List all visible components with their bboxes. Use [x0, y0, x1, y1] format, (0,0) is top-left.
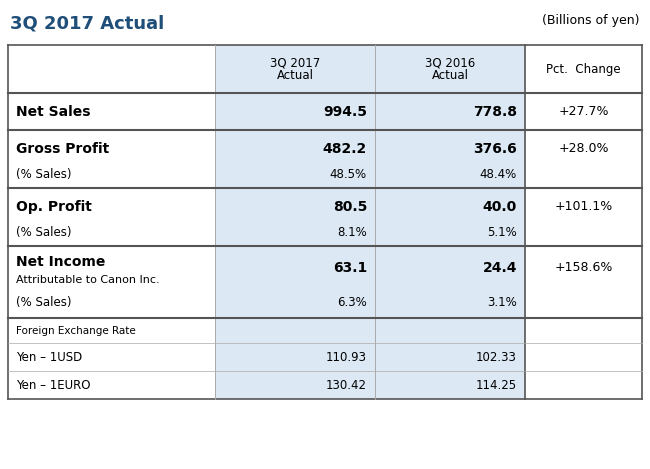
Text: 3Q 2016: 3Q 2016	[425, 56, 475, 69]
Text: Yen – 1EURO: Yen – 1EURO	[16, 378, 90, 392]
Bar	[215, 246, 375, 318]
Text: 80.5: 80.5	[333, 200, 367, 213]
Text: 48.5%: 48.5%	[330, 167, 367, 181]
Bar	[375, 45, 525, 93]
Bar	[215, 343, 375, 371]
Bar	[525, 45, 642, 93]
Text: (Billions of yen): (Billions of yen)	[543, 14, 640, 27]
Text: Attributable to Canon Inc.: Attributable to Canon Inc.	[16, 275, 160, 285]
Bar	[8, 246, 215, 318]
Bar	[525, 188, 642, 246]
Text: Net Sales: Net Sales	[16, 105, 90, 119]
Bar	[8, 130, 215, 188]
Text: 102.33: 102.33	[476, 350, 517, 363]
Text: (% Sales): (% Sales)	[16, 167, 72, 181]
Text: +158.6%: +158.6%	[554, 261, 613, 274]
Text: 3Q 2017 Actual: 3Q 2017 Actual	[10, 14, 164, 32]
Bar	[525, 93, 642, 130]
Bar	[525, 246, 642, 318]
Bar	[375, 318, 525, 343]
Bar	[8, 343, 215, 371]
Text: 994.5: 994.5	[323, 105, 367, 119]
Text: 6.3%: 6.3%	[337, 295, 367, 309]
Text: 8.1%: 8.1%	[337, 226, 367, 239]
Text: Gross Profit: Gross Profit	[16, 142, 109, 156]
Text: 5.1%: 5.1%	[488, 226, 517, 239]
Text: Actual: Actual	[432, 68, 469, 82]
Bar	[215, 93, 375, 130]
Text: 130.42: 130.42	[326, 378, 367, 392]
Bar	[525, 130, 642, 188]
Text: +101.1%: +101.1%	[554, 200, 612, 213]
Text: 376.6: 376.6	[473, 142, 517, 156]
Bar	[525, 371, 642, 399]
Bar	[375, 371, 525, 399]
Bar	[525, 343, 642, 371]
Text: 40.0: 40.0	[483, 200, 517, 213]
Bar	[8, 318, 215, 343]
Text: 63.1: 63.1	[333, 261, 367, 275]
Bar	[8, 45, 215, 93]
Text: Actual: Actual	[276, 68, 313, 82]
Text: +27.7%: +27.7%	[558, 105, 609, 118]
Bar	[375, 130, 525, 188]
Bar	[375, 246, 525, 318]
Text: 114.25: 114.25	[476, 378, 517, 392]
Text: 778.8: 778.8	[473, 105, 517, 119]
Bar	[215, 318, 375, 343]
Text: 48.4%: 48.4%	[480, 167, 517, 181]
Text: 482.2: 482.2	[323, 142, 367, 156]
Bar	[215, 188, 375, 246]
Bar	[8, 188, 215, 246]
Text: 3Q 2017: 3Q 2017	[270, 56, 320, 69]
Text: 110.93: 110.93	[326, 350, 367, 363]
Text: 3.1%: 3.1%	[488, 295, 517, 309]
Bar	[215, 45, 375, 93]
Bar	[375, 343, 525, 371]
Bar	[215, 371, 375, 399]
Bar	[8, 93, 215, 130]
Bar	[215, 130, 375, 188]
Text: Pct.  Change: Pct. Change	[546, 62, 621, 76]
Text: Net Income: Net Income	[16, 255, 105, 269]
Bar	[8, 371, 215, 399]
Text: (% Sales): (% Sales)	[16, 295, 72, 309]
Text: 24.4: 24.4	[482, 261, 517, 275]
Text: +28.0%: +28.0%	[558, 142, 609, 155]
Bar	[525, 318, 642, 343]
Text: Op. Profit: Op. Profit	[16, 200, 92, 213]
Text: Yen – 1USD: Yen – 1USD	[16, 350, 83, 363]
Text: Foreign Exchange Rate: Foreign Exchange Rate	[16, 325, 136, 335]
Bar	[375, 93, 525, 130]
Bar	[375, 188, 525, 246]
Text: (% Sales): (% Sales)	[16, 226, 72, 239]
